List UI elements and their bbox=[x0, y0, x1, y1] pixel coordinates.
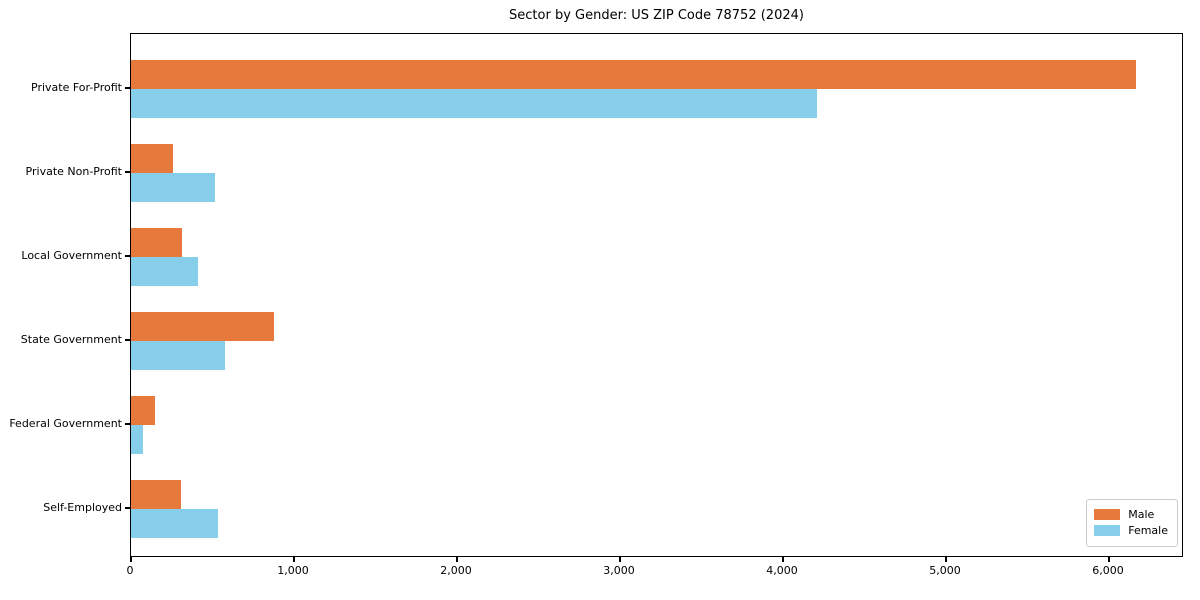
y-tick-mark bbox=[125, 339, 130, 341]
legend-label-female: Female bbox=[1128, 524, 1168, 537]
y-tick-mark bbox=[125, 255, 130, 257]
x-tick-label-4000: 4,000 bbox=[766, 564, 798, 577]
y-category-label-local-government: Local Government bbox=[21, 249, 122, 262]
y-category-label-private-for-profit: Private For-Profit bbox=[31, 81, 122, 94]
bar-male-local-government bbox=[131, 228, 182, 257]
x-tick-label-2000: 2,000 bbox=[440, 564, 472, 577]
legend-entry-female: Female bbox=[1094, 524, 1168, 537]
x-tick-mark bbox=[945, 557, 947, 562]
legend-label-male: Male bbox=[1128, 508, 1155, 521]
bar-male-private-non-profit bbox=[131, 144, 174, 173]
bar-male-federal-government bbox=[131, 396, 155, 425]
bar-female-state-government bbox=[131, 341, 226, 370]
x-tick-mark bbox=[130, 557, 132, 562]
chart-title: Sector by Gender: US ZIP Code 78752 (202… bbox=[509, 8, 804, 23]
bar-female-private-non-profit bbox=[131, 173, 215, 202]
x-tick-label-0: 0 bbox=[126, 564, 134, 577]
x-tick-mark bbox=[782, 557, 784, 562]
y-tick-mark bbox=[125, 423, 130, 425]
x-tick-mark bbox=[1108, 557, 1110, 562]
legend-swatch-female bbox=[1094, 525, 1121, 536]
x-tick-label-1000: 1,000 bbox=[277, 564, 309, 577]
bar-female-private-for-profit bbox=[131, 89, 818, 118]
y-category-label-self-employed: Self-Employed bbox=[43, 501, 122, 514]
x-tick-mark bbox=[293, 557, 295, 562]
legend-entry-male: Male bbox=[1094, 508, 1168, 521]
bar-female-local-government bbox=[131, 257, 198, 286]
plot-area: Male Female bbox=[130, 33, 1183, 557]
x-tick-mark bbox=[619, 557, 621, 562]
x-tick-label-3000: 3,000 bbox=[603, 564, 635, 577]
y-tick-mark bbox=[125, 507, 130, 509]
bar-female-self-employed bbox=[131, 509, 218, 538]
y-tick-mark bbox=[125, 87, 130, 89]
y-category-label-state-government: State Government bbox=[20, 333, 122, 346]
x-tick-label-6000: 6,000 bbox=[1092, 564, 1124, 577]
bar-male-self-employed bbox=[131, 480, 181, 509]
bar-male-state-government bbox=[131, 312, 274, 341]
legend-swatch-male bbox=[1094, 509, 1121, 520]
bar-male-private-for-profit bbox=[131, 60, 1136, 89]
y-category-label-private-non-profit: Private Non-Profit bbox=[25, 165, 122, 178]
bar-female-federal-government bbox=[131, 425, 144, 454]
legend: Male Female bbox=[1086, 499, 1178, 547]
x-tick-mark bbox=[456, 557, 458, 562]
y-tick-mark bbox=[125, 171, 130, 173]
y-category-label-federal-government: Federal Government bbox=[9, 417, 122, 430]
x-tick-label-5000: 5,000 bbox=[929, 564, 961, 577]
